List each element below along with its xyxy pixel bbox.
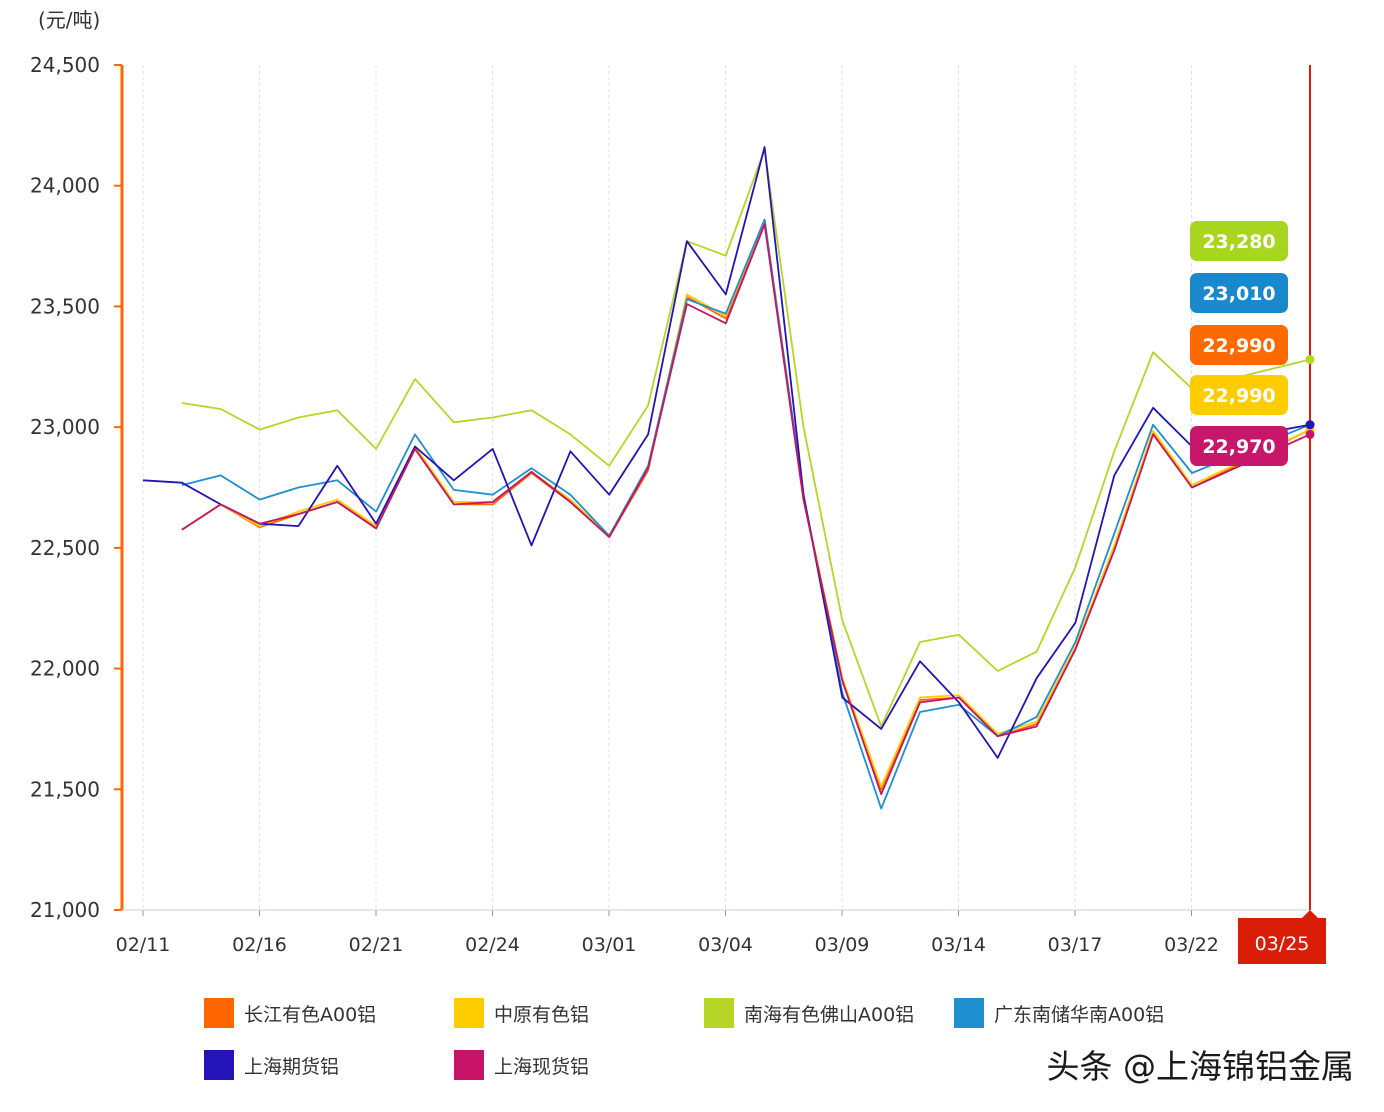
legend-label: 上海现货铝	[494, 1055, 590, 1078]
legend-item-zhongyuan[interactable]: 中原有色铝	[454, 996, 589, 1030]
end-value-label: 22,970	[1202, 436, 1275, 458]
x-tick-label: 03/17	[1048, 934, 1103, 956]
end-value-label: 23,010	[1202, 283, 1275, 305]
legend-label: 上海期货铝	[244, 1055, 340, 1078]
x-tick-label: 03/14	[931, 934, 986, 956]
legend-swatch	[954, 998, 984, 1028]
end-value-badge	[1190, 221, 1288, 261]
end-value-label: 22,990	[1202, 335, 1275, 357]
legend-swatch	[204, 998, 234, 1028]
x-tick-label: 02/24	[465, 934, 520, 956]
y-tick-label: 22,000	[30, 657, 100, 681]
end-value-badge	[1190, 325, 1288, 365]
watermark: 头条 @上海锦铝金属	[1046, 1047, 1355, 1086]
legend-label: 中原有色铝	[494, 1003, 590, 1026]
series-end-point	[1305, 355, 1315, 365]
legend-swatch	[454, 1050, 484, 1080]
legend-swatch	[454, 998, 484, 1028]
y-tick-label: 24,500	[30, 53, 100, 77]
legend-item-shanghai-futures[interactable]: 上海期货铝	[204, 1048, 339, 1082]
series-end-point	[1305, 429, 1315, 439]
end-value-label: 23,280	[1202, 231, 1275, 253]
y-tick-label: 22,500	[30, 536, 100, 560]
current-date-badge	[1238, 918, 1326, 964]
series-layer	[142, 146, 1315, 810]
legend-label: 南海有色佛山A00铝	[744, 1003, 915, 1026]
series-end-point	[1305, 420, 1315, 430]
series-line	[142, 146, 1311, 759]
series-line	[181, 223, 1311, 795]
y-tick-label: 24,000	[30, 174, 100, 198]
legend-swatch	[204, 1050, 234, 1080]
series-line	[181, 220, 1311, 791]
end-label-layer: 23,280 23,010 22,990 22,990 22,970	[1190, 221, 1288, 466]
legend-label: 广东南储华南A00铝	[994, 1003, 1165, 1026]
end-value-badge	[1190, 375, 1288, 415]
grid-layer	[142, 65, 1192, 910]
y-tick-label: 23,000	[30, 415, 100, 439]
legend-item-nanhai[interactable]: 南海有色佛山A00铝	[704, 996, 914, 1030]
line-chart: (元/吨) 24,500 24,000 23,500 23,000 22,500 22,0…	[30, 8, 1326, 964]
end-value-label: 22,990	[1202, 385, 1275, 407]
x-tick-label: 02/21	[349, 934, 404, 956]
x-tick-label: 02/11	[116, 934, 171, 956]
legend-label: 长江有色A00铝	[244, 1003, 377, 1026]
legend-item-shanghai-spot[interactable]: 上海现货铝	[454, 1048, 589, 1082]
end-value-badge	[1190, 273, 1288, 313]
legend-item-changjiang[interactable]: 长江有色A00铝	[204, 996, 376, 1030]
current-date-label: 03/25	[1255, 933, 1310, 955]
series-line	[181, 218, 1311, 810]
y-tick-label: 23,500	[30, 294, 100, 318]
x-tick-label: 03/09	[815, 934, 870, 956]
x-tick-label: 03/04	[698, 934, 753, 956]
series-line	[181, 148, 1311, 728]
y-axis-unit: (元/吨)	[38, 8, 100, 32]
x-tick-label: 03/22	[1164, 934, 1219, 956]
series-line	[181, 218, 1311, 788]
y-tick-label: 21,500	[30, 777, 100, 801]
legend-swatch	[704, 998, 734, 1028]
legend-item-guangdong[interactable]: 广东南储华南A00铝	[954, 996, 1164, 1030]
current-date-pointer	[1302, 910, 1318, 918]
end-value-badge	[1190, 426, 1288, 466]
x-tick-label: 02/16	[232, 934, 287, 956]
y-tick-label: 21,000	[30, 898, 100, 922]
axis-layer: 24,500 24,000 23,500 23,000 22,500 22,000 21,5…	[30, 53, 1326, 964]
x-tick-label: 03/01	[582, 934, 637, 956]
